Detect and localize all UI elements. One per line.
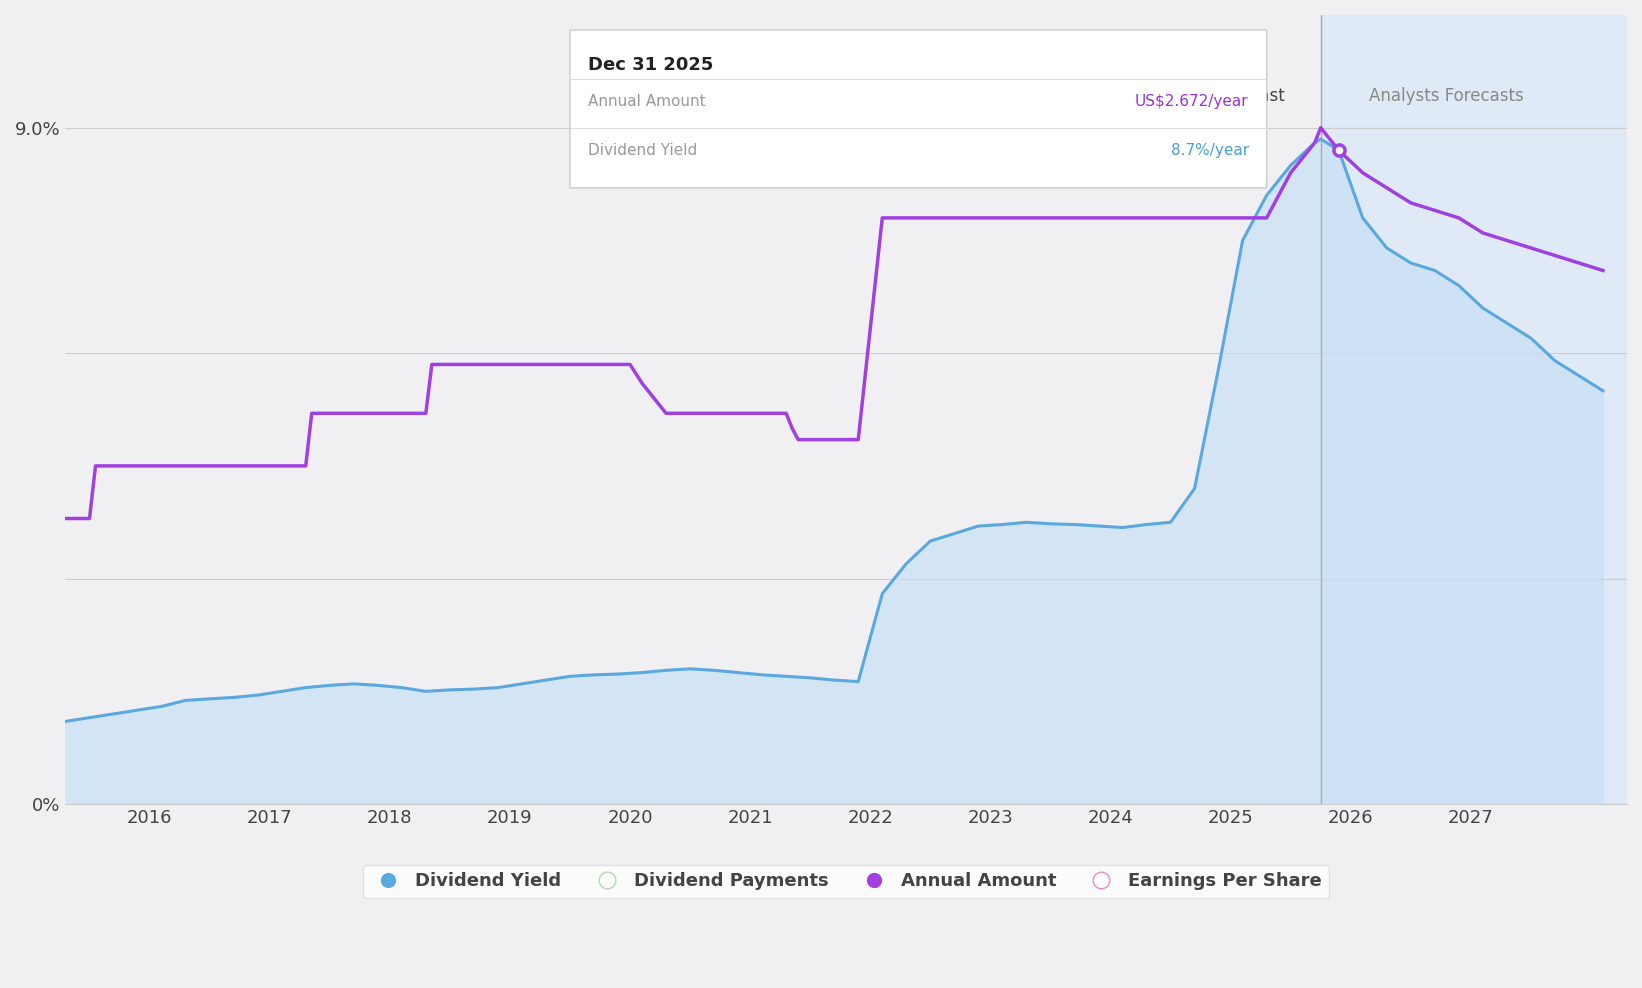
Text: Past: Past (1250, 87, 1284, 105)
Text: US$2.672/year: US$2.672/year (1135, 94, 1248, 109)
Text: Dividend Yield: Dividend Yield (588, 142, 698, 158)
Text: Annual Amount: Annual Amount (588, 94, 706, 109)
Text: 8.7%/year: 8.7%/year (1171, 142, 1248, 158)
Text: Analysts Forecasts: Analysts Forecasts (1369, 87, 1524, 105)
FancyBboxPatch shape (570, 30, 1266, 188)
Legend: Dividend Yield, Dividend Payments, Annual Amount, Earnings Per Share: Dividend Yield, Dividend Payments, Annua… (363, 865, 1330, 898)
Bar (1320, 15, 1627, 804)
Text: Dec 31 2025: Dec 31 2025 (588, 56, 713, 74)
